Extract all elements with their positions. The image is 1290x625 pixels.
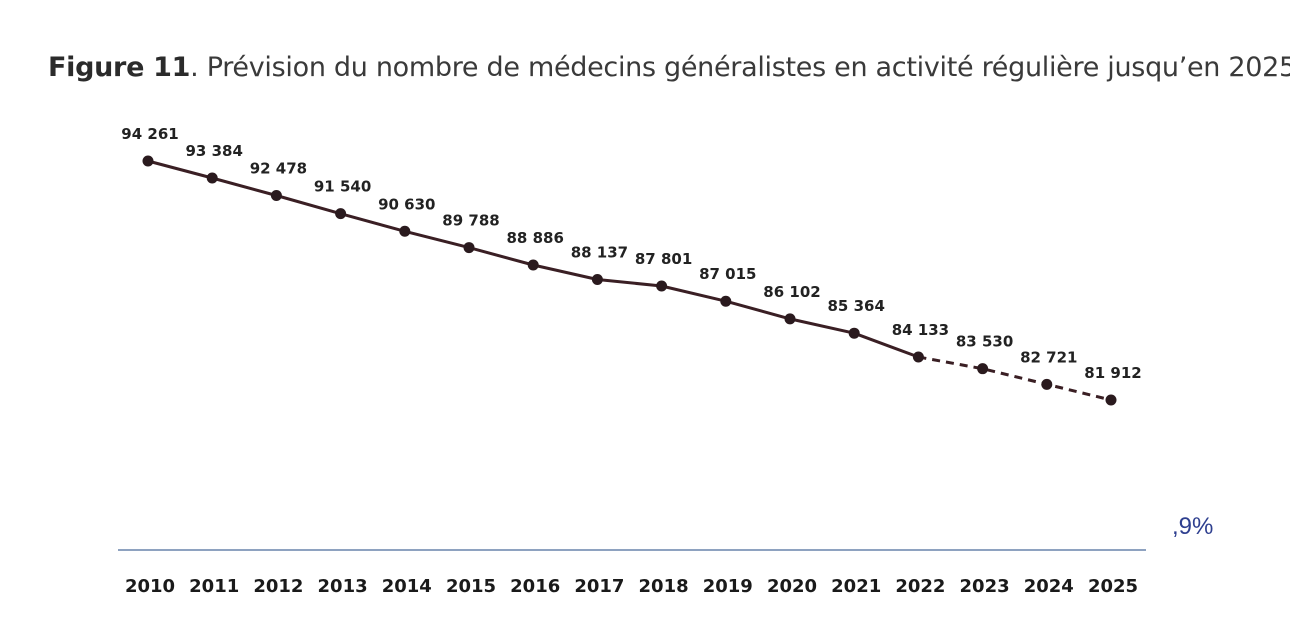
data-point-2013	[335, 208, 347, 220]
x-axis-ticks: 2010 2011 2012 2013 2014 2015 2016 2017 2018 2019…	[125, 576, 1138, 597]
data-point-2015	[463, 242, 475, 254]
data-point-2022	[912, 351, 924, 363]
data-point-2020	[784, 313, 796, 325]
x-tick-2010: 2010	[125, 576, 175, 597]
data-point-2017	[591, 274, 603, 286]
data-label-2023: 83 530	[956, 333, 1013, 351]
data-point-2018	[656, 280, 668, 292]
x-tick-2015: 2015	[446, 576, 496, 597]
side-note: ,9%	[1172, 513, 1213, 540]
data-label-2019: 87 015	[699, 265, 756, 283]
data-label-2013: 91 540	[314, 178, 371, 196]
data-point-2021	[848, 327, 860, 339]
data-point-2016	[527, 259, 539, 271]
figure-title: Figure 11. Prévision du nombre de médeci…	[48, 52, 1290, 83]
x-tick-2020: 2020	[767, 576, 817, 597]
data-label-2014: 90 630	[378, 195, 435, 213]
series-line-observed	[147, 159, 919, 359]
data-label-2010: 94 261	[121, 125, 178, 143]
data-labels: 94 261 93 384 92 478 91 540 90 630 89 788 88 8…	[121, 125, 1141, 382]
data-point-2024	[1041, 378, 1053, 390]
data-point-2011	[206, 172, 218, 184]
data-point-2014	[399, 225, 411, 237]
series-layer	[147, 159, 1112, 402]
data-label-2022: 84 133	[892, 321, 949, 339]
data-label-2020: 86 102	[763, 283, 820, 301]
data-point-2023	[977, 363, 989, 375]
data-label-2016: 88 886	[506, 229, 563, 247]
data-point-2025	[1105, 394, 1117, 406]
x-tick-2017: 2017	[574, 576, 624, 597]
figure-number: Figure 11	[48, 52, 191, 83]
x-tick-2013: 2013	[318, 576, 368, 597]
data-label-2011: 93 384	[185, 142, 242, 160]
data-label-2018: 87 801	[635, 250, 692, 268]
data-label-2021: 85 364	[827, 297, 884, 315]
x-tick-2014: 2014	[382, 576, 432, 597]
x-tick-2025: 2025	[1088, 576, 1138, 597]
x-tick-2019: 2019	[703, 576, 753, 597]
x-tick-2016: 2016	[510, 576, 560, 597]
x-tick-2012: 2012	[253, 576, 303, 597]
x-tick-2023: 2023	[960, 576, 1010, 597]
data-label-2012: 92 478	[250, 160, 307, 178]
data-label-2015: 89 788	[442, 212, 499, 230]
x-tick-2022: 2022	[895, 576, 945, 597]
data-point-2012	[270, 190, 282, 202]
x-tick-2024: 2024	[1024, 576, 1074, 597]
series-line-projected	[918, 355, 1112, 402]
data-label-2017: 88 137	[571, 244, 628, 262]
x-tick-2021: 2021	[831, 576, 881, 597]
data-label-2024: 82 721	[1020, 348, 1077, 366]
data-label-2025: 81 912	[1084, 364, 1141, 382]
points-layer	[142, 155, 1117, 406]
x-tick-2011: 2011	[189, 576, 239, 597]
data-point-2010	[142, 155, 154, 167]
figure-caption: . Prévision du nombre de médecins généra…	[190, 52, 1290, 83]
data-point-2019	[720, 295, 732, 307]
x-tick-2018: 2018	[639, 576, 689, 597]
